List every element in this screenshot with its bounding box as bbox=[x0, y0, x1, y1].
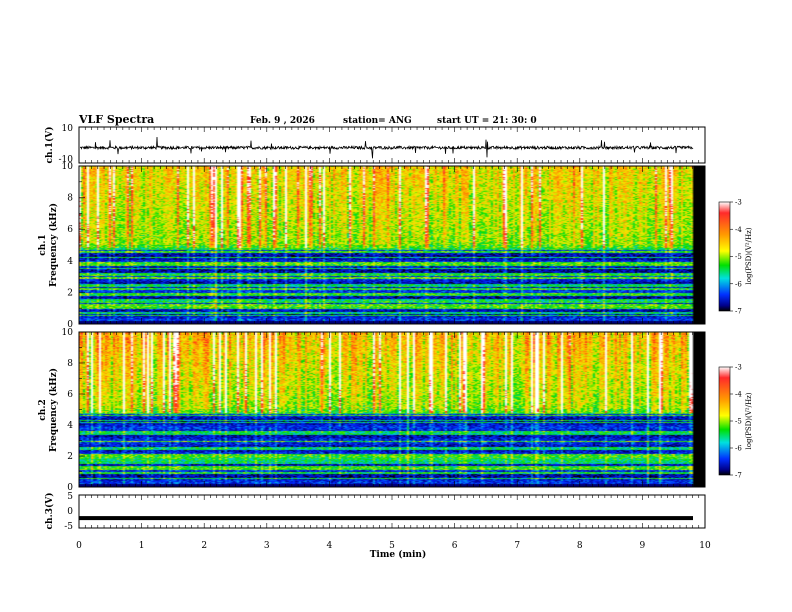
ch1-waveform-panel: 10 -10 ch.1(V) bbox=[44, 124, 706, 165]
ch1-waveform-frame bbox=[78, 126, 706, 164]
time-axis-tick-label: 2 bbox=[201, 541, 207, 551]
time-axis-tick-label: 10 bbox=[699, 541, 711, 551]
ch1-ytick-bottom: -10 bbox=[59, 155, 74, 165]
ch1-spectrogram-ytick-label: 4 bbox=[67, 257, 73, 267]
ch2-frequency-label: Frequency (kHz) bbox=[48, 368, 59, 452]
ch2-colorbar: -3 -4 -5 -6 -7 log(PSD)(V²/Hz) bbox=[718, 364, 753, 480]
ch3-ytick-bottom: -5 bbox=[64, 522, 73, 532]
start-ut-label: start UT = 21: 30: 0 bbox=[437, 116, 537, 126]
time-axis-tick-label: 8 bbox=[577, 541, 583, 551]
ch1-spectrogram-ticks bbox=[78, 165, 706, 325]
time-axis-tick-label: 7 bbox=[514, 541, 520, 551]
ch1-spectrogram-heatmap bbox=[79, 166, 705, 324]
ch2-spectrogram-ytick-label: 6 bbox=[67, 390, 73, 400]
ch2-colorbar-tick-label: -4 bbox=[735, 391, 742, 399]
ch1-colorbar-gradient bbox=[718, 201, 731, 312]
ch1-channel-label: ch.1 bbox=[38, 234, 48, 255]
ch2-colorbar-label: log(PSD)(V²/Hz) bbox=[745, 392, 753, 449]
ch2-channel-label: ch.2 bbox=[38, 399, 48, 420]
ch1-spectrogram-ytick-labels: 0 2 4 6 8 10 bbox=[62, 162, 74, 330]
ch1-ytick-top: 10 bbox=[62, 124, 74, 134]
ch1-colorbar-tick-label: -4 bbox=[735, 226, 742, 234]
ch1-spectrogram-ytick-label: 6 bbox=[67, 225, 73, 235]
ch2-colorbar-gradient bbox=[718, 366, 731, 476]
time-axis-label: Time (min) bbox=[370, 549, 427, 560]
ch1-colorbar: -3 -4 -5 -6 -7 log(PSD)(V²/Hz) bbox=[718, 199, 753, 316]
ch2-spectrogram-ticks bbox=[78, 331, 706, 488]
ch2-spectrogram-ytick-label: 8 bbox=[67, 359, 73, 369]
ch2-spectrogram-ytick-label: 4 bbox=[67, 421, 73, 431]
time-axis-tick-label: 3 bbox=[264, 541, 270, 551]
time-axis-tick-label: 5 bbox=[389, 541, 395, 551]
ch1-waveform-trace bbox=[80, 136, 694, 159]
ch2-spectrogram-ytick-label: 10 bbox=[62, 328, 74, 338]
date-label: Feb. 9 , 2026 bbox=[250, 116, 315, 126]
time-axis-tick-label: 4 bbox=[327, 541, 333, 551]
ch2-spectrogram-heatmap bbox=[79, 332, 705, 487]
ch1-colorbar-tick-labels: -3 -4 -5 -6 -7 bbox=[730, 199, 742, 316]
ch2-colorbar-tick-label: -7 bbox=[735, 472, 742, 480]
ch3-waveform-ticks bbox=[78, 495, 706, 528]
time-axis-tick-label: 0 bbox=[76, 541, 82, 551]
time-axis-tick-label: 1 bbox=[139, 541, 145, 551]
ch1-colorbar-label: log(PSD)(V²/Hz) bbox=[745, 227, 753, 284]
ch2-colorbar-tick-label: -3 bbox=[735, 364, 742, 372]
ch2-colorbar-tick-label: -5 bbox=[735, 418, 742, 426]
ch1-spectrogram-ytick-label: 8 bbox=[67, 194, 73, 204]
ch1-colorbar-tick-label: -3 bbox=[735, 199, 742, 207]
ch1-colorbar-tick-label: -5 bbox=[735, 253, 742, 261]
time-axis-tick-label: 6 bbox=[452, 541, 458, 551]
ch1-spectrogram-panel: 0 2 4 6 8 10 ch.1 Frequency (kHz) bbox=[38, 162, 706, 330]
ch2-spectrogram-panel: 0 2 4 6 8 10 ch.2 Frequency (kHz) bbox=[38, 328, 706, 493]
ch1-waveform-ticks bbox=[78, 127, 706, 163]
ch3-waveform-ylabel: ch.3(V) bbox=[44, 493, 55, 530]
ch1-frequency-label: Frequency (kHz) bbox=[48, 203, 59, 287]
figure-title: VLF Spectra bbox=[78, 113, 154, 126]
ch1-colorbar-tick-label: -6 bbox=[735, 280, 742, 288]
time-axis-tick-label: 9 bbox=[640, 541, 646, 551]
ch1-spectrogram-ytick-label: 10 bbox=[62, 162, 74, 172]
ch3-waveform-panel: 5 0 -5 ch.3(V) bbox=[44, 492, 706, 532]
ch2-spectrogram-ytick-labels: 0 2 4 6 8 10 bbox=[62, 328, 74, 493]
time-axis-tick-labels: 0 1 2 3 4 5 6 7 8 9 10 bbox=[76, 541, 711, 551]
ch1-spectrogram-ytick-label: 2 bbox=[67, 288, 73, 298]
ch3-ytick-top: 5 bbox=[67, 492, 73, 502]
ch2-spectrogram-ytick-label: 2 bbox=[67, 452, 73, 462]
ch1-waveform-ylabel: ch.1(V) bbox=[44, 127, 55, 164]
ch2-colorbar-tick-labels: -3 -4 -5 -6 -7 bbox=[730, 364, 742, 480]
ch1-colorbar-tick-label: -7 bbox=[735, 308, 742, 316]
station-label: station= ANG bbox=[343, 116, 412, 126]
ch2-colorbar-tick-label: -6 bbox=[735, 445, 742, 453]
ch3-waveform-trace bbox=[79, 516, 693, 521]
ch2-spectrogram-ytick-label: 0 bbox=[67, 483, 73, 493]
ch3-ytick-middle: 0 bbox=[67, 507, 73, 517]
ch1-spectrogram-ytick-label: 0 bbox=[67, 320, 73, 330]
